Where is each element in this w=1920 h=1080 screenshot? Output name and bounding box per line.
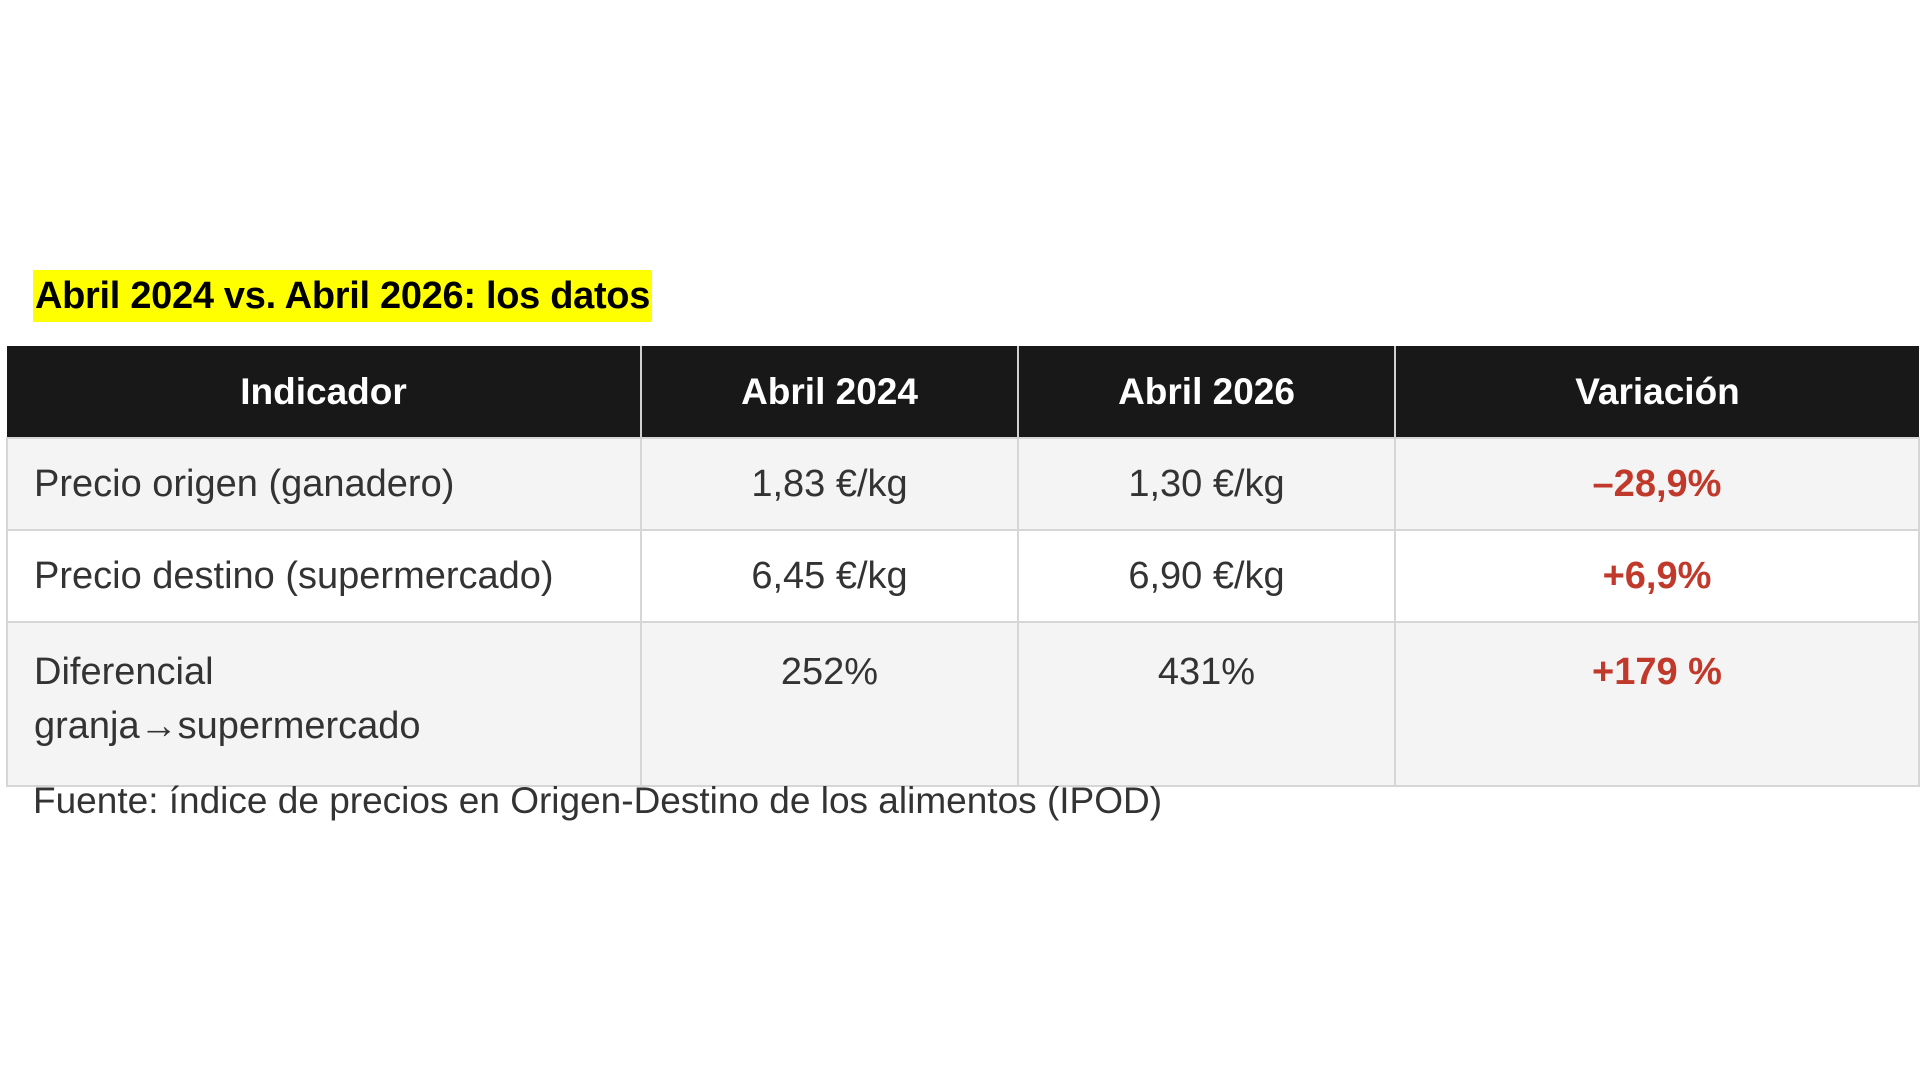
data-table: Indicador Abril 2024 Abril 2026 Variació…	[6, 346, 1920, 787]
variation-cell: –28,9%	[1394, 437, 1920, 531]
table-title: Abril 2024 vs. Abril 2026: los datos	[33, 270, 653, 322]
indicator-line-2: granja→supermercado	[34, 705, 421, 747]
source-note: Fuente: índice de precios en Origen-Dest…	[33, 780, 1163, 821]
april-2026-cell: 1,30 €/kg	[1017, 437, 1396, 531]
indicator-line-1: Diferencial	[34, 651, 214, 693]
variation-cell: +179 %	[1394, 621, 1920, 787]
header-indicator: Indicador	[7, 346, 642, 438]
table-row: Diferencial granja→supermercado 252% 431…	[6, 621, 1920, 787]
april-2026-cell: 6,90 €/kg	[1017, 529, 1396, 623]
indicator-cell: Precio destino (supermercado)	[6, 529, 642, 623]
april-2024-cell: 6,45 €/kg	[640, 529, 1019, 623]
table-row: Precio origen (ganadero) 1,83 €/kg 1,30 …	[6, 437, 1920, 531]
header-april-2024: Abril 2024	[640, 346, 1019, 438]
april-2024-cell: 1,83 €/kg	[640, 437, 1019, 531]
indicator-cell: Precio origen (ganadero)	[6, 437, 642, 531]
variation-cell: +6,9%	[1394, 529, 1920, 623]
header-april-2026: Abril 2026	[1017, 346, 1396, 438]
table-header-row: Indicador Abril 2024 Abril 2026 Variació…	[7, 346, 1919, 438]
header-variation: Variación	[1394, 346, 1919, 438]
title-container: Abril 2024 vs. Abril 2026: los datos	[33, 270, 653, 322]
table-row: Precio destino (supermercado) 6,45 €/kg …	[6, 529, 1920, 623]
indicator-cell: Diferencial granja→supermercado	[6, 621, 642, 787]
april-2024-cell: 252%	[640, 621, 1019, 787]
april-2026-cell: 431%	[1017, 621, 1396, 787]
